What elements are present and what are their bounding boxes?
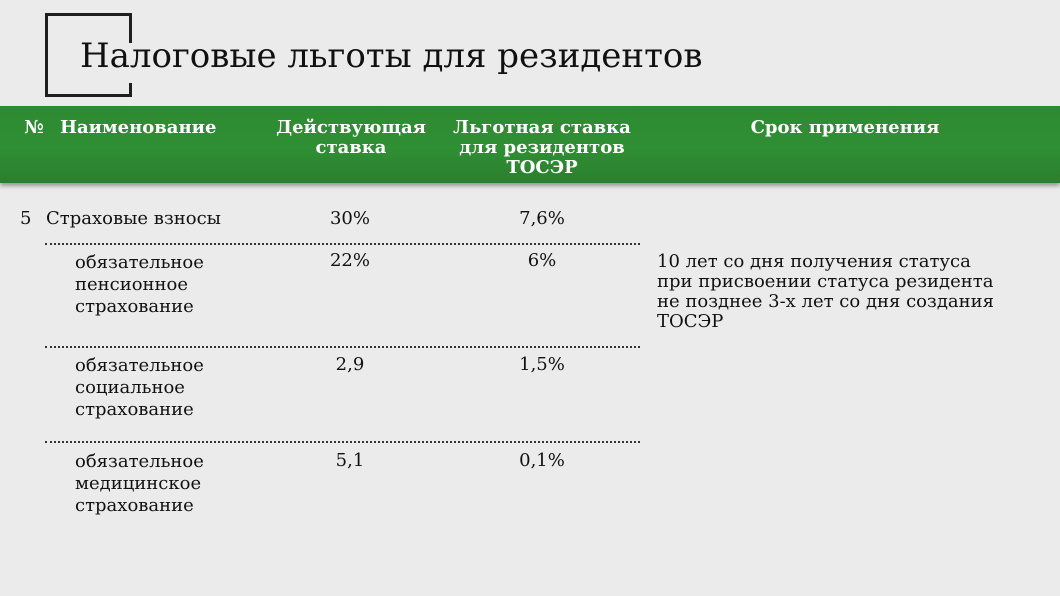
row-divider (45, 346, 640, 348)
row-divider (45, 441, 640, 443)
subrow-current-rate: 2,9 (335, 354, 365, 375)
subrow-current-rate: 22% (329, 250, 370, 271)
subrow-current-rate: 5,1 (335, 450, 365, 471)
period-text: 10 лет со дня получения статуса при прис… (657, 251, 994, 332)
subrow-preferential-rate: 0,1% (519, 450, 565, 471)
header-current-rate: Действующая ставка (276, 117, 426, 158)
subrow-preferential-rate: 6% (527, 250, 557, 271)
header-period: Срок применения (750, 117, 940, 138)
table-header: № Наименование Действующая ставка Льготн… (0, 106, 1060, 183)
subrow-name: обязательное социальное страхование (75, 355, 204, 420)
header-preferential-rate: Льготная ставка для резидентов ТОСЭР (453, 117, 631, 178)
row-number: 5 (20, 208, 32, 229)
page-title: Налоговые льготы для резидентов (80, 36, 703, 76)
row-divider (45, 243, 640, 245)
row-name: Страховые взносы (46, 208, 221, 229)
row-preferential-rate: 7,6% (519, 208, 565, 229)
subrow-preferential-rate: 1,5% (519, 354, 565, 375)
subrow-name: обязательное пенсионное страхование (75, 252, 204, 317)
header-num: № (24, 117, 44, 138)
row-current-rate: 30% (329, 208, 370, 229)
title-frame (45, 13, 132, 97)
subrow-name: обязательное медицинское страхование (75, 451, 204, 516)
header-name: Наименование (60, 117, 217, 138)
